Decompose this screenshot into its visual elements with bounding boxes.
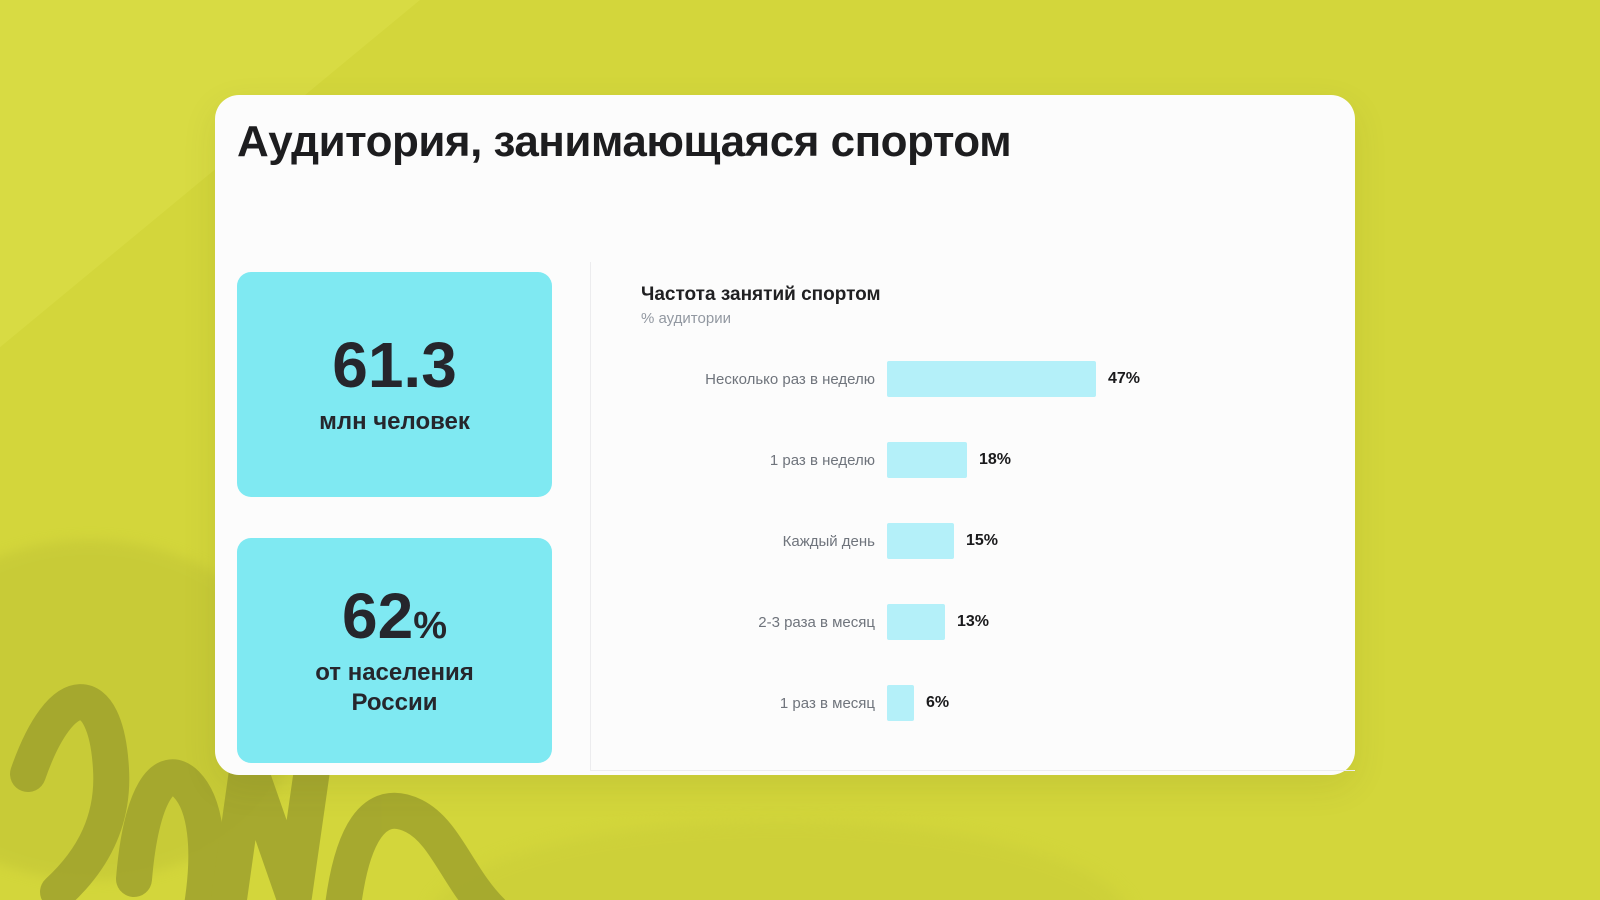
stat-value: 62% (342, 579, 447, 652)
chart-subtitle: % аудитории (641, 310, 731, 327)
graffiti-doodle-icon (10, 684, 506, 900)
bar (887, 604, 945, 640)
stat-value: 61.3 (332, 328, 457, 401)
stat-number: 61.3 (332, 328, 457, 401)
bar (887, 685, 914, 721)
bar-value-label: 15% (966, 532, 999, 549)
bar-value-label: 18% (979, 451, 1012, 468)
chart-title: Частота занятий спортом (641, 284, 881, 305)
slide-card: Аудитория, занимающаяся спортом 61.3 млн… (215, 95, 1355, 775)
page-title: Аудитория, занимающаяся спортом (237, 117, 1012, 166)
chart-row: Несколько раз в неделю 47% (641, 361, 1355, 397)
bar (887, 361, 1096, 397)
chart-rows: Несколько раз в неделю 47% 1 раз в неделю 1… (641, 361, 1355, 721)
chart-row: 1 раз в месяц 6% (641, 685, 1355, 721)
chart-panel: Частота занятий спортом % аудитории Неск… (590, 262, 1355, 771)
stat-number: 62 (342, 579, 414, 652)
bar (887, 442, 967, 478)
bar-category-label: 2-3 раза в месяц (758, 613, 875, 631)
chart-row: Каждый день 15% (641, 523, 1355, 559)
chart-row: 1 раз в неделю 18% (641, 442, 1355, 478)
bar-category-label: Несколько раз в неделю (705, 370, 875, 388)
chart-row: 2-3 раза в месяц 13% (641, 604, 1355, 640)
bar-value-label: 13% (957, 613, 990, 630)
stat-suffix: % (413, 604, 447, 647)
bar-category-label: Каждый день (782, 532, 875, 550)
bar-value-label: 47% (1108, 370, 1141, 387)
stat-label: млн человек (319, 408, 470, 436)
bar-value-label: 6% (926, 694, 950, 711)
stat-label: от населения России (315, 659, 474, 717)
stat-card-audience-size: 61.3 млн человек (237, 272, 552, 497)
bar-category-label: 1 раз в неделю (769, 451, 875, 469)
bar-category-label: 1 раз в месяц (779, 694, 875, 712)
bar (887, 523, 954, 559)
stat-card-population-share: 62% от населения России (237, 538, 552, 763)
